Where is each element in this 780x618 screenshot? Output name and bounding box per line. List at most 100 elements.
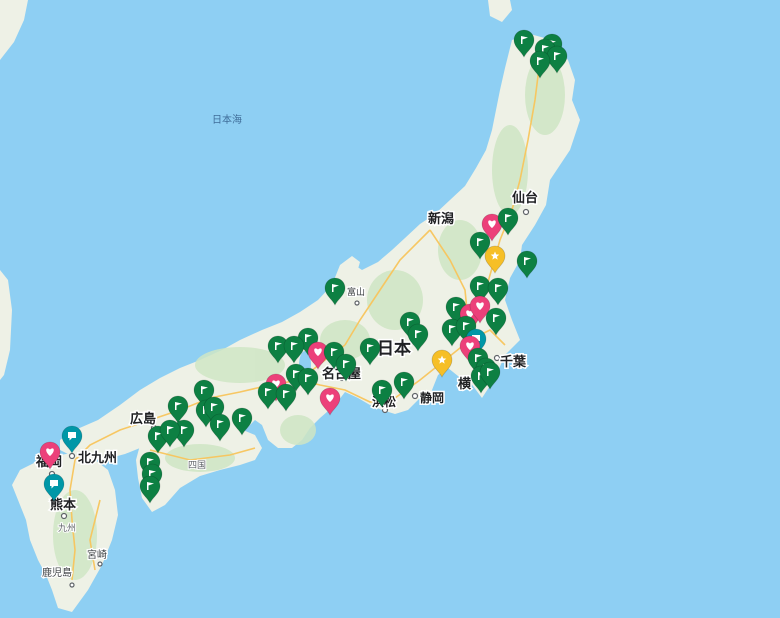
marker-pin[interactable] [497, 207, 519, 236]
map-marker-green[interactable] [371, 379, 393, 408]
flag-icon [239, 414, 246, 422]
map-marker-green[interactable] [497, 207, 519, 236]
label-kyushu: 九州 [58, 523, 76, 534]
map-marker-green[interactable] [209, 413, 231, 442]
flag-icon [477, 238, 484, 246]
map-marker-green[interactable] [159, 419, 181, 448]
marker-pin[interactable] [546, 45, 568, 74]
marker-pin[interactable] [43, 473, 65, 502]
marker-pin[interactable] [484, 245, 506, 274]
marker-pin[interactable] [335, 353, 357, 382]
marker-pin[interactable] [159, 419, 181, 448]
map-marker-green[interactable] [257, 381, 279, 410]
flag-icon [283, 390, 290, 398]
map-marker-green[interactable] [393, 371, 415, 400]
flag-icon [332, 284, 339, 292]
flag-icon [149, 470, 156, 478]
map-marker-yellow[interactable] [431, 349, 453, 378]
flag-icon [305, 374, 312, 382]
label-shikoku: 四国 [188, 460, 206, 471]
map-marker-green[interactable] [359, 337, 381, 366]
flag-icon [291, 342, 298, 350]
marker-pin[interactable] [479, 361, 501, 390]
map-marker-pink[interactable] [481, 213, 503, 242]
map-marker-green[interactable] [516, 250, 538, 279]
map-marker-green[interactable] [485, 307, 507, 336]
marker-pin[interactable] [513, 29, 535, 58]
map-marker-green[interactable] [139, 475, 161, 504]
heart-icon [46, 448, 54, 456]
map-marker-teal[interactable] [43, 473, 65, 502]
marker-pin[interactable] [371, 379, 393, 408]
map-marker-green[interactable] [267, 335, 289, 364]
landmass-hokkaido [488, 0, 512, 22]
map-marker-green[interactable] [487, 277, 509, 306]
flag-icon [554, 52, 561, 60]
flag-icon [305, 334, 312, 342]
marker-pin[interactable] [297, 367, 319, 396]
marker-pin[interactable] [267, 335, 289, 364]
map-marker-green[interactable] [513, 29, 535, 58]
star-icon [490, 251, 500, 260]
flag-icon [477, 282, 484, 290]
map-marker-yellow[interactable] [484, 245, 506, 274]
map-marker-green[interactable] [479, 361, 501, 390]
marker-pin[interactable] [431, 349, 453, 378]
heart-icon [476, 302, 484, 310]
flag-icon [463, 322, 470, 330]
marker-pin[interactable] [257, 381, 279, 410]
landmass-honshu [60, 34, 580, 460]
flag-icon [537, 57, 544, 65]
marker-pin[interactable] [209, 413, 231, 442]
flag-icon [542, 45, 549, 53]
marker-pin[interactable] [407, 323, 429, 352]
chat-bubble-icon [50, 480, 58, 489]
map-marker-green[interactable] [275, 383, 297, 412]
marker-pin[interactable] [529, 50, 551, 79]
flag-icon [217, 420, 224, 428]
flag-icon [275, 342, 282, 350]
map-marker-pink[interactable] [307, 341, 329, 370]
map-marker-pink[interactable] [39, 441, 61, 470]
flag-icon [181, 426, 188, 434]
label-chiba: 千葉 [500, 354, 527, 370]
marker-pin[interactable] [283, 335, 305, 364]
label-sendai: 仙台 [512, 190, 538, 206]
map-marker-green[interactable] [529, 50, 551, 79]
marker-pin[interactable] [139, 475, 161, 504]
map-marker-green[interactable] [231, 407, 253, 436]
flag-icon [343, 360, 350, 368]
map-marker-green[interactable] [335, 353, 357, 382]
marker-pin[interactable] [275, 383, 297, 412]
marker-pin[interactable] [516, 250, 538, 279]
marker-pin[interactable] [485, 307, 507, 336]
marker-pin[interactable] [469, 275, 491, 304]
map-marker-green[interactable] [407, 323, 429, 352]
chat-bubble-icon [68, 432, 76, 441]
heart-icon [326, 394, 334, 402]
map-marker-green[interactable] [324, 277, 346, 306]
map-marker-green[interactable] [297, 367, 319, 396]
flag-icon [449, 325, 456, 333]
city-dots [48, 208, 530, 588]
marker-pin[interactable] [231, 407, 253, 436]
map-marker-teal[interactable] [61, 425, 83, 454]
marker-pin[interactable] [167, 395, 189, 424]
label-kagoshima: 鹿児島 [42, 566, 72, 579]
marker-pin[interactable] [324, 277, 346, 306]
flag-icon [407, 318, 414, 326]
map-marker-green[interactable] [546, 45, 568, 74]
country-label: 日本 [377, 338, 411, 359]
marker-pin[interactable] [487, 277, 509, 306]
marker-pin[interactable] [61, 425, 83, 454]
map-marker-green[interactable] [469, 231, 491, 260]
map-marker-pink[interactable] [319, 387, 341, 416]
map-marker-green[interactable] [167, 395, 189, 424]
marker-pin[interactable] [469, 231, 491, 260]
map-marker-green[interactable] [469, 275, 491, 304]
map-marker-green[interactable] [283, 335, 305, 364]
flag-icon [524, 257, 531, 265]
marker-pin[interactable] [359, 337, 381, 366]
marker-pin[interactable] [393, 371, 415, 400]
